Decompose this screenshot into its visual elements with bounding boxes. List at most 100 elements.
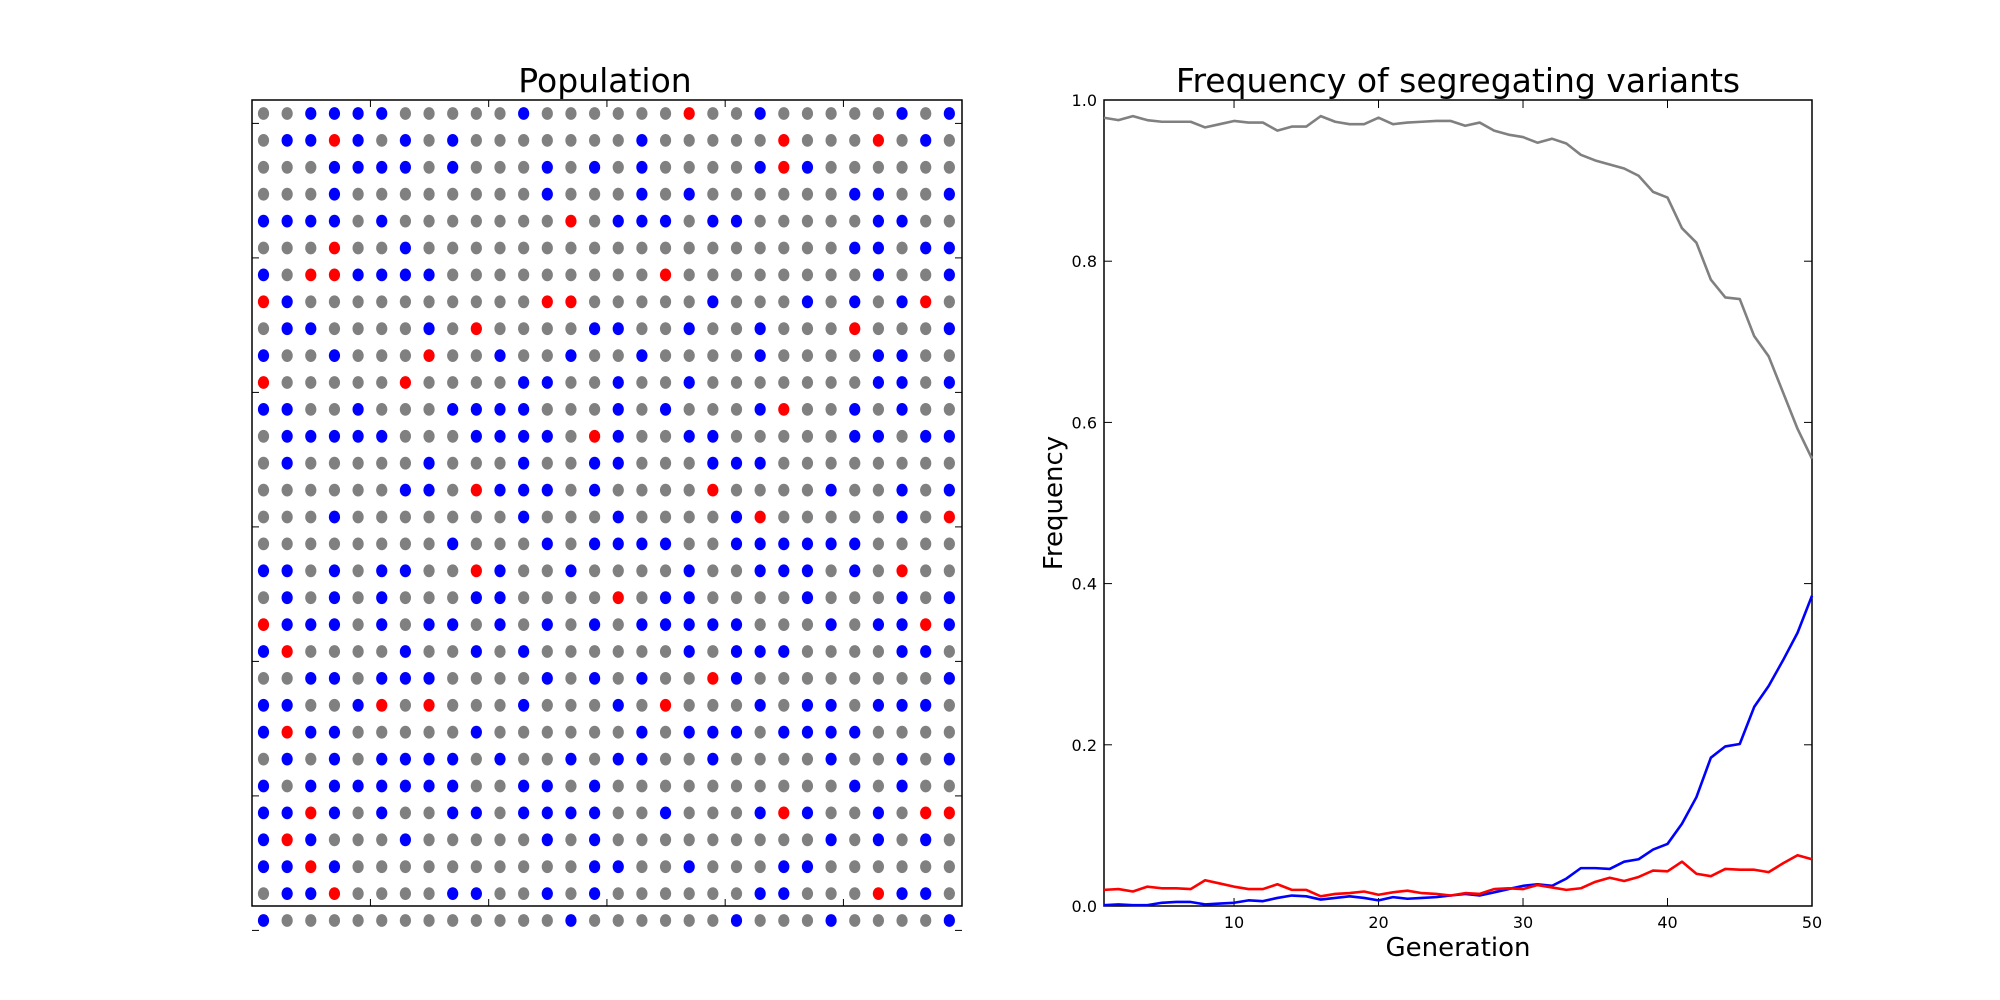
population-dot xyxy=(778,672,790,685)
population-dot xyxy=(825,268,837,282)
population-dot xyxy=(281,618,293,631)
population-dot xyxy=(849,887,861,900)
x-tick-label: 50 xyxy=(1802,913,1822,932)
population-dot xyxy=(825,187,837,201)
population-dot xyxy=(565,107,577,120)
population-dot xyxy=(612,645,624,658)
population-dot xyxy=(920,752,932,766)
population-dot xyxy=(896,295,908,309)
population-dot xyxy=(565,914,577,927)
population-dot xyxy=(683,376,695,389)
population-dot xyxy=(707,456,719,470)
population-dot xyxy=(376,752,388,766)
population-dot xyxy=(565,510,577,524)
population-dot xyxy=(872,564,885,578)
population-dot xyxy=(754,214,766,228)
population-dot xyxy=(920,618,932,631)
population-dot xyxy=(447,295,459,309)
population-dot xyxy=(825,241,837,255)
population-dot xyxy=(399,752,411,766)
population-dot xyxy=(352,268,364,282)
population-dot xyxy=(518,618,530,631)
population-dot xyxy=(707,672,719,685)
population-dot xyxy=(872,322,885,336)
population-dot xyxy=(518,672,530,685)
population-dot xyxy=(352,510,364,524)
population-dot xyxy=(872,107,885,120)
population-dot xyxy=(470,725,482,739)
population-dot xyxy=(589,752,601,766)
population-dot xyxy=(707,429,719,443)
population-dot xyxy=(707,403,719,416)
population-dot xyxy=(943,860,955,874)
population-dot xyxy=(659,429,672,443)
population-dot xyxy=(778,510,790,524)
population-dot xyxy=(754,268,766,282)
population-dot xyxy=(659,698,672,712)
population-dot xyxy=(518,779,530,793)
population-dot xyxy=(707,591,719,605)
population-dot xyxy=(754,295,766,309)
population-dot xyxy=(423,887,435,900)
population-dot xyxy=(399,456,411,470)
population-dot xyxy=(399,349,411,362)
population-dot xyxy=(518,107,530,120)
population-dot xyxy=(683,537,695,551)
population-dot xyxy=(754,403,766,416)
population-dot xyxy=(730,887,743,900)
population-dot xyxy=(447,672,459,685)
population-dot xyxy=(778,214,790,228)
population-dot xyxy=(659,806,672,820)
population-dot xyxy=(636,618,648,631)
population-dot xyxy=(659,376,672,389)
population-dot xyxy=(328,483,341,497)
population-dot xyxy=(754,429,766,443)
population-dot xyxy=(778,241,790,255)
population-dot xyxy=(943,887,955,900)
population-dot xyxy=(494,887,506,900)
population-dot xyxy=(257,403,270,416)
population-dot xyxy=(943,537,955,551)
population-dot xyxy=(683,618,695,631)
population-dot xyxy=(447,241,459,255)
population-dot xyxy=(659,187,672,201)
population-dot xyxy=(423,214,435,228)
population-dot xyxy=(589,214,601,228)
population-dot xyxy=(896,887,908,900)
population-dot xyxy=(612,779,624,793)
population-dot xyxy=(636,591,648,605)
population-dot xyxy=(801,698,814,712)
population-dot xyxy=(872,860,885,874)
population-dot xyxy=(305,322,317,336)
population-dot xyxy=(565,429,577,443)
population-dot xyxy=(305,510,317,524)
population-dot xyxy=(305,268,317,282)
population-dot xyxy=(801,349,814,362)
population-dot xyxy=(730,564,743,578)
population-dot xyxy=(305,214,317,228)
population-dot xyxy=(376,860,388,874)
population-dot xyxy=(541,618,553,631)
population-dot xyxy=(872,510,885,524)
population-dot xyxy=(872,887,885,900)
population-dot xyxy=(257,725,270,739)
population-dot xyxy=(447,591,459,605)
population-dot xyxy=(328,698,341,712)
population-dot xyxy=(801,725,814,739)
population-dot xyxy=(494,806,506,820)
population-dot xyxy=(896,752,908,766)
population-dot xyxy=(281,376,293,389)
population-dot xyxy=(659,349,672,362)
population-dot xyxy=(305,160,317,174)
population-dot xyxy=(518,564,530,578)
population-dot xyxy=(659,403,672,416)
population-dot xyxy=(447,752,459,766)
population-dot xyxy=(754,187,766,201)
population-dot xyxy=(447,403,459,416)
population-dot xyxy=(801,214,814,228)
population-dot xyxy=(352,833,364,847)
population-dot xyxy=(589,806,601,820)
population-dot xyxy=(778,860,790,874)
population-dot xyxy=(896,645,908,658)
population-dot xyxy=(778,698,790,712)
